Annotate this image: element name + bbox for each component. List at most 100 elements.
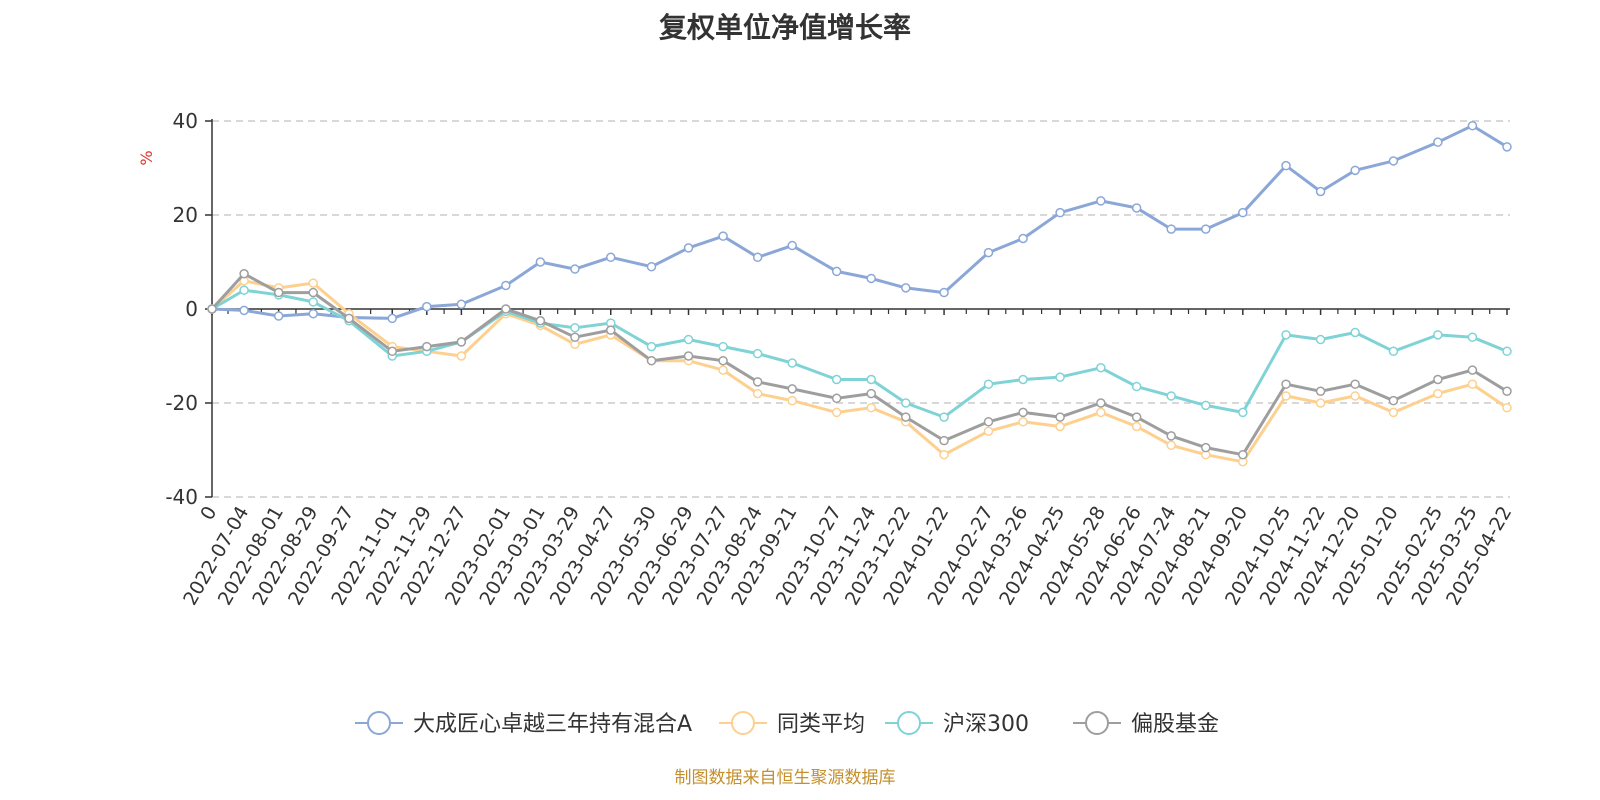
data-point bbox=[866, 374, 876, 385]
y-tick-label: 0 bbox=[185, 297, 198, 321]
data-point bbox=[866, 402, 876, 413]
data-point bbox=[866, 273, 876, 284]
data-point bbox=[239, 285, 249, 295]
data-point bbox=[1281, 160, 1291, 171]
series-4 bbox=[207, 269, 1512, 460]
legend-item[interactable]: 沪深300 bbox=[885, 711, 1029, 737]
data-point bbox=[1201, 442, 1211, 453]
legend-marker-icon bbox=[1085, 711, 1109, 735]
y-tick-label: 20 bbox=[173, 203, 198, 227]
data-point bbox=[1467, 365, 1478, 375]
y-tick-label: 40 bbox=[173, 109, 198, 133]
series-line bbox=[211, 279, 1508, 464]
data-point bbox=[1096, 398, 1106, 408]
x-tick-label: 0 bbox=[196, 503, 221, 524]
data-point bbox=[983, 379, 994, 389]
data-point bbox=[1467, 120, 1478, 131]
data-point bbox=[718, 231, 728, 241]
data-point bbox=[752, 377, 763, 387]
data-point bbox=[456, 299, 467, 310]
data-point bbox=[683, 243, 694, 253]
data-point bbox=[1388, 407, 1399, 418]
data-point bbox=[983, 247, 994, 258]
data-point bbox=[1350, 327, 1360, 338]
data-point bbox=[1281, 391, 1291, 401]
legend-label: 沪深300 bbox=[943, 712, 1029, 737]
legend-label: 同类平均 bbox=[777, 712, 865, 737]
data-point bbox=[787, 358, 797, 368]
data-point bbox=[646, 341, 657, 352]
series-line bbox=[211, 124, 1508, 320]
data-point bbox=[1131, 381, 1142, 392]
data-point bbox=[752, 388, 763, 399]
data-point bbox=[1467, 332, 1478, 342]
data-point bbox=[939, 449, 949, 460]
data-point bbox=[939, 412, 949, 422]
data-point bbox=[1433, 330, 1443, 340]
data-point bbox=[1315, 386, 1326, 396]
data-point bbox=[1315, 398, 1326, 408]
data-point bbox=[1315, 334, 1326, 345]
data-point bbox=[1166, 391, 1176, 401]
series-line bbox=[211, 288, 1508, 419]
data-point bbox=[646, 261, 657, 272]
data-point bbox=[1388, 395, 1399, 406]
data-point bbox=[1350, 379, 1360, 389]
data-point bbox=[831, 393, 842, 404]
data-point bbox=[422, 341, 432, 352]
axes bbox=[205, 119, 1510, 498]
data-point bbox=[308, 278, 318, 288]
data-point bbox=[901, 398, 911, 408]
gridlines bbox=[212, 120, 1510, 498]
data-point bbox=[501, 304, 511, 314]
data-point bbox=[831, 407, 842, 418]
data-point bbox=[866, 388, 876, 399]
data-point bbox=[207, 304, 217, 314]
data-point bbox=[1433, 388, 1443, 399]
legend-item[interactable]: 偏股基金 bbox=[1073, 711, 1219, 737]
data-point bbox=[718, 355, 728, 366]
data-point bbox=[1055, 421, 1065, 432]
data-point bbox=[1350, 391, 1360, 401]
data-point bbox=[273, 287, 284, 298]
legend-label: 大成匠心卓越三年持有混合A bbox=[413, 712, 692, 737]
legend[interactable]: 大成匠心卓越三年持有混合A 同类平均 沪深300 偏股基金 bbox=[355, 711, 1219, 737]
legend-marker-icon bbox=[367, 711, 391, 735]
data-point bbox=[1433, 137, 1443, 147]
data-point bbox=[1096, 407, 1106, 418]
data-point bbox=[831, 374, 842, 385]
data-point bbox=[1388, 156, 1399, 166]
data-point bbox=[1131, 421, 1142, 432]
data-point bbox=[1238, 207, 1248, 218]
data-point bbox=[535, 316, 546, 326]
data-point bbox=[605, 252, 616, 263]
legend-item[interactable]: 大成匠心卓越三年持有混合A bbox=[355, 711, 692, 737]
data-point bbox=[1281, 379, 1291, 389]
y-tick-label: -20 bbox=[165, 391, 198, 415]
data-point bbox=[1018, 374, 1028, 385]
legend-item[interactable]: 同类平均 bbox=[719, 711, 865, 737]
data-point bbox=[1096, 363, 1106, 373]
data-point bbox=[1131, 412, 1142, 422]
data-point bbox=[239, 305, 249, 316]
data-point bbox=[901, 283, 911, 293]
data-point bbox=[939, 287, 949, 298]
data-point bbox=[1166, 431, 1176, 441]
data-point bbox=[1350, 165, 1360, 176]
y-tick-labels: -40 -20 0 20 40 bbox=[165, 109, 198, 509]
data-point bbox=[1055, 412, 1065, 422]
x-tick-labels: 02022-07-042022-08-012022-08-292022-09-2… bbox=[179, 502, 1516, 609]
data-point bbox=[308, 308, 318, 319]
data-point bbox=[1018, 233, 1028, 244]
data-point bbox=[570, 323, 580, 333]
data-point bbox=[501, 280, 511, 291]
y-tick-label: -40 bbox=[165, 485, 198, 509]
data-point bbox=[535, 257, 546, 267]
data-point bbox=[683, 334, 694, 345]
data-point bbox=[983, 417, 994, 427]
data-point bbox=[1433, 374, 1443, 385]
data-point bbox=[683, 351, 694, 361]
legend-label: 偏股基金 bbox=[1131, 712, 1219, 737]
data-point bbox=[646, 355, 657, 366]
data-point bbox=[456, 337, 467, 347]
